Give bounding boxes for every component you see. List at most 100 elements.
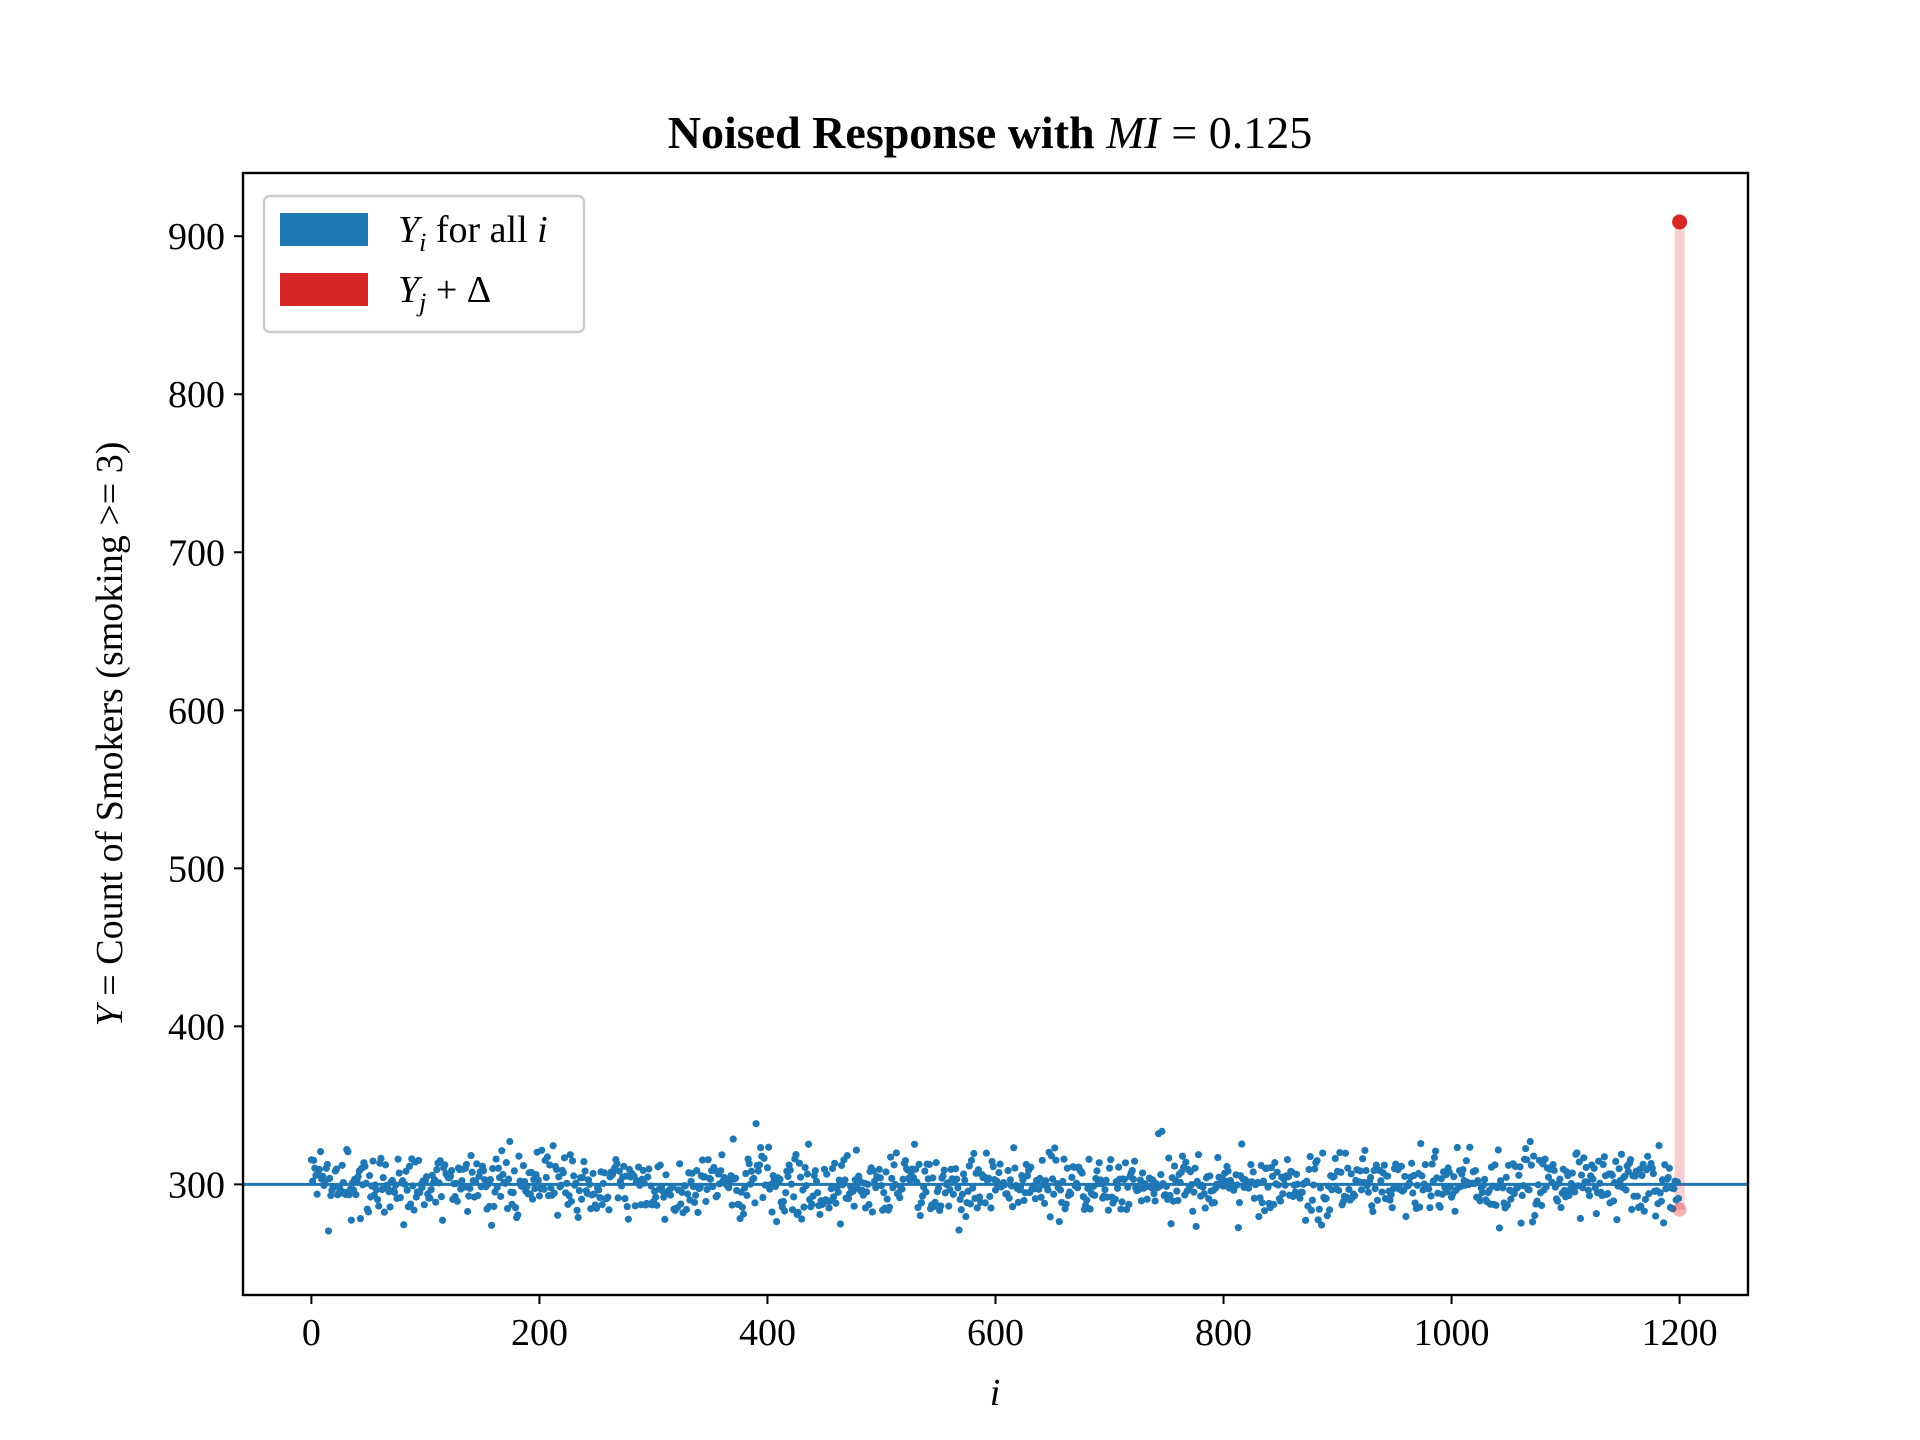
scatter-point — [798, 1215, 806, 1223]
chart-title-prefix: Noised Response with — [668, 107, 1106, 158]
scatter-point — [1502, 1173, 1510, 1181]
scatter-point — [1235, 1198, 1244, 1207]
scatter-point — [1550, 1166, 1558, 1175]
scatter-point — [1369, 1207, 1377, 1216]
y-axis-label: Y = Count of Smokers (smoking >= 3) — [89, 442, 131, 1027]
data-layer — [243, 214, 1748, 1235]
scatter-point — [581, 1167, 589, 1175]
scatter-point — [1201, 1204, 1209, 1212]
scatter-point — [598, 1201, 606, 1209]
scatter-point — [814, 1189, 822, 1197]
scatter-point — [490, 1202, 498, 1211]
scatter-point — [386, 1203, 394, 1211]
scatter-point — [652, 1193, 660, 1201]
scatter-point — [1068, 1173, 1076, 1182]
scatter-point — [400, 1221, 408, 1229]
scatter-point — [1311, 1165, 1319, 1173]
scatter-point — [745, 1160, 753, 1168]
scatter-point — [1560, 1186, 1569, 1195]
scatter-point — [1093, 1167, 1101, 1175]
scatter-point — [1111, 1195, 1119, 1203]
scatter-point — [1388, 1204, 1396, 1212]
scatter-point — [453, 1197, 461, 1205]
scatter-point — [394, 1155, 402, 1163]
scatter-point — [725, 1184, 733, 1192]
x-tick-label: 400 — [739, 1312, 796, 1354]
scatter-point — [323, 1160, 331, 1169]
scatter-point — [713, 1191, 721, 1200]
scatter-point — [1104, 1206, 1112, 1214]
scatter-point — [624, 1215, 632, 1223]
scatter-point — [1409, 1189, 1417, 1197]
scatter-point — [1010, 1144, 1018, 1152]
scatter-point — [996, 1160, 1004, 1168]
scatter-point — [929, 1174, 937, 1182]
scatter-point — [1471, 1167, 1480, 1175]
scatter-point — [441, 1161, 449, 1169]
scatter-point — [1117, 1205, 1125, 1213]
scatter-point — [1009, 1203, 1017, 1211]
scatter-point — [1641, 1195, 1649, 1203]
scatter-point — [523, 1182, 531, 1191]
scatter-point — [1402, 1212, 1410, 1221]
scatter-point — [528, 1195, 537, 1203]
scatter-point — [836, 1220, 845, 1228]
scatter-point — [377, 1154, 385, 1162]
scatter-point — [615, 1167, 623, 1175]
scatter-point — [308, 1177, 317, 1185]
scatter-point — [1031, 1195, 1040, 1203]
scatter-point — [401, 1180, 409, 1188]
scatter-point — [1347, 1170, 1355, 1178]
scatter-point — [743, 1191, 751, 1200]
scatter-point — [623, 1202, 631, 1211]
scatter-point — [931, 1198, 939, 1206]
scatter-point — [1533, 1197, 1541, 1205]
scatter-point — [1645, 1190, 1653, 1198]
scatter-point — [1233, 1181, 1241, 1189]
scatter-point — [361, 1162, 369, 1170]
scatter-point — [1319, 1149, 1327, 1157]
scatter-point — [955, 1226, 963, 1234]
scatter-point — [1479, 1181, 1488, 1189]
scatter-point — [901, 1157, 910, 1165]
scatter-point — [1626, 1156, 1635, 1164]
scatter-point — [1584, 1186, 1592, 1194]
scatter-point — [981, 1199, 989, 1207]
highlight-noised-point — [1672, 214, 1688, 230]
scatter-point — [1638, 1171, 1646, 1180]
scatter-point — [543, 1153, 552, 1161]
scatter-point — [812, 1177, 821, 1185]
scatter-point — [776, 1175, 784, 1183]
scatter-point — [599, 1179, 607, 1188]
scatter-point — [631, 1202, 639, 1210]
scatter-point — [1296, 1194, 1304, 1202]
scatter-point — [1386, 1196, 1394, 1204]
scatter-point — [1664, 1173, 1672, 1182]
scatter-point — [1617, 1150, 1626, 1158]
scatter-point — [1522, 1144, 1530, 1153]
scatter-point — [1306, 1152, 1314, 1161]
scatter-point — [1268, 1172, 1277, 1180]
scatter-point — [957, 1206, 965, 1214]
scatter-point — [1534, 1181, 1542, 1189]
scatter-point — [1408, 1159, 1416, 1167]
scatter-point — [802, 1182, 810, 1190]
scatter-point — [993, 1177, 1001, 1185]
scatter-point — [595, 1186, 603, 1194]
scatter-point — [1255, 1212, 1263, 1221]
scatter-point — [1314, 1216, 1322, 1224]
scatter-point — [403, 1186, 411, 1194]
scatter-point — [1615, 1165, 1623, 1173]
scatter-point — [1633, 1192, 1642, 1200]
scatter-point — [534, 1176, 542, 1184]
scatter-point — [1325, 1206, 1334, 1214]
scatter-point — [1004, 1166, 1012, 1175]
scatter-point — [989, 1162, 997, 1171]
scatter-point — [1048, 1175, 1057, 1183]
scatter-point — [375, 1202, 383, 1210]
scatter-point — [1525, 1186, 1533, 1194]
scatter-point — [1604, 1190, 1612, 1198]
scatter-point — [1129, 1175, 1138, 1183]
scatter-point — [1250, 1194, 1258, 1202]
